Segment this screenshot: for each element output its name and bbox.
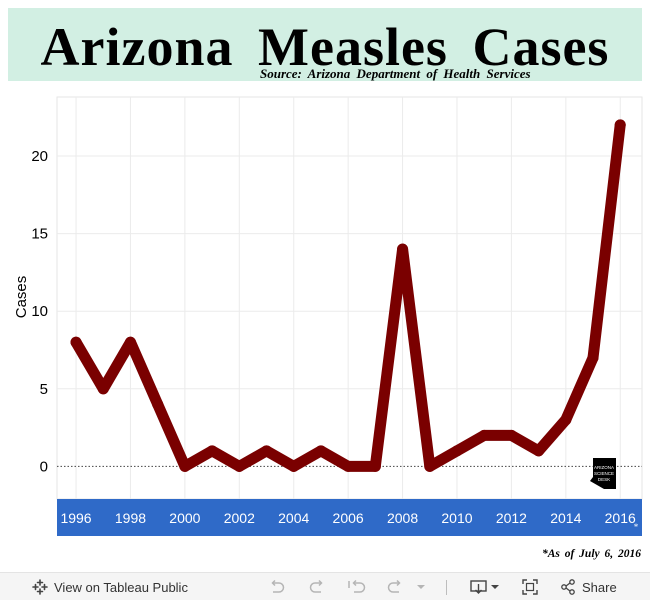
refresh-icon [387,579,401,593]
y-tick-label: 5 [40,381,48,398]
y-tick-label: 15 [31,226,48,243]
logo-line-2: SCIENCE [594,471,614,476]
data-point [560,414,572,426]
x-tick-label: 2014 [550,510,581,526]
data-point [587,352,599,364]
view-on-tableau-label: View on Tableau Public [54,579,188,595]
x-tick-label: 2012 [496,510,527,526]
x-axis-ticks: 1996 1998 2000 2002 2004 2006 2008 2010 2012 2014… [60,510,636,526]
tableau-logo-icon [32,579,48,595]
redo-button[interactable] [308,573,326,601]
y-tick-label: 10 [31,303,48,320]
share-icon [561,579,575,595]
pause-dropdown[interactable] [416,573,426,601]
plot-area [56,96,643,500]
x-axis-band [57,499,642,536]
x-tick-label: 2000 [169,510,200,526]
tableau-toolbar: View on Tableau Public [0,572,650,600]
x-gridlines [75,97,621,499]
y-tick-label: 0 [40,458,48,475]
data-point [179,460,191,472]
data-point [451,445,463,457]
data-point [614,119,626,131]
download-icon [470,580,499,594]
data-point [369,460,381,472]
y-axis-title: Cases [13,276,30,319]
data-points [70,119,626,472]
logo-line-3: DESK [598,477,610,482]
revert-icon [348,579,366,593]
data-point [233,460,245,472]
x-tick-label: 1996 [60,510,91,526]
x-tick-label: 2008 [387,510,418,526]
revert-button[interactable] [347,573,367,601]
chevron-down-icon [417,585,425,589]
data-point [424,460,436,472]
x-tick-label: 2002 [224,510,255,526]
axis-band-marker: * [634,522,639,532]
data-point [397,243,409,255]
x-tick-label: 2006 [333,510,364,526]
fullscreen-icon [522,579,538,595]
undo-icon [271,579,285,593]
data-point [505,429,517,441]
toolbar-divider [446,580,447,595]
chart-title: Arizona Measles Cases [40,17,610,77]
data-point [152,398,164,410]
data-point [70,336,82,348]
undo-button[interactable] [268,573,286,601]
refresh-button[interactable] [386,573,406,601]
redo-icon [309,579,323,593]
fullscreen-button[interactable] [522,573,538,601]
x-tick-label: 2010 [441,510,472,526]
data-point [342,460,354,472]
data-point [124,336,136,348]
line-chart: 0 5 10 15 20 Cases 1996 1998 2000 2002 2004 2006 2… [13,96,643,536]
data-point [478,429,490,441]
x-tick-label: 1998 [115,510,146,526]
y-tick-label: 20 [31,148,48,165]
view-on-tableau-button[interactable]: View on Tableau Public [32,573,188,601]
data-point [533,445,545,457]
footnote: *As of July 6, 2016 [541,548,641,560]
data-point [288,460,300,472]
data-point [206,445,218,457]
download-button[interactable] [470,573,500,601]
y-axis-ticks: 0 5 10 15 20 [31,148,48,475]
chart-source: Source: Arizona Department of Health Ser… [260,66,531,81]
logo-line-1: ARIZONA [594,465,614,470]
title-band: Arizona Measles Cases Source: Arizona De… [8,8,642,81]
arizona-science-desk-logo: ARIZONA SCIENCE DESK [590,458,616,489]
data-point [97,383,109,395]
data-point [315,445,327,457]
x-tick-label: 2004 [278,510,309,526]
data-point [261,445,273,457]
x-tick-label: 2016 [605,510,636,526]
share-label: Share [582,579,617,595]
share-button[interactable]: Share [560,573,617,601]
